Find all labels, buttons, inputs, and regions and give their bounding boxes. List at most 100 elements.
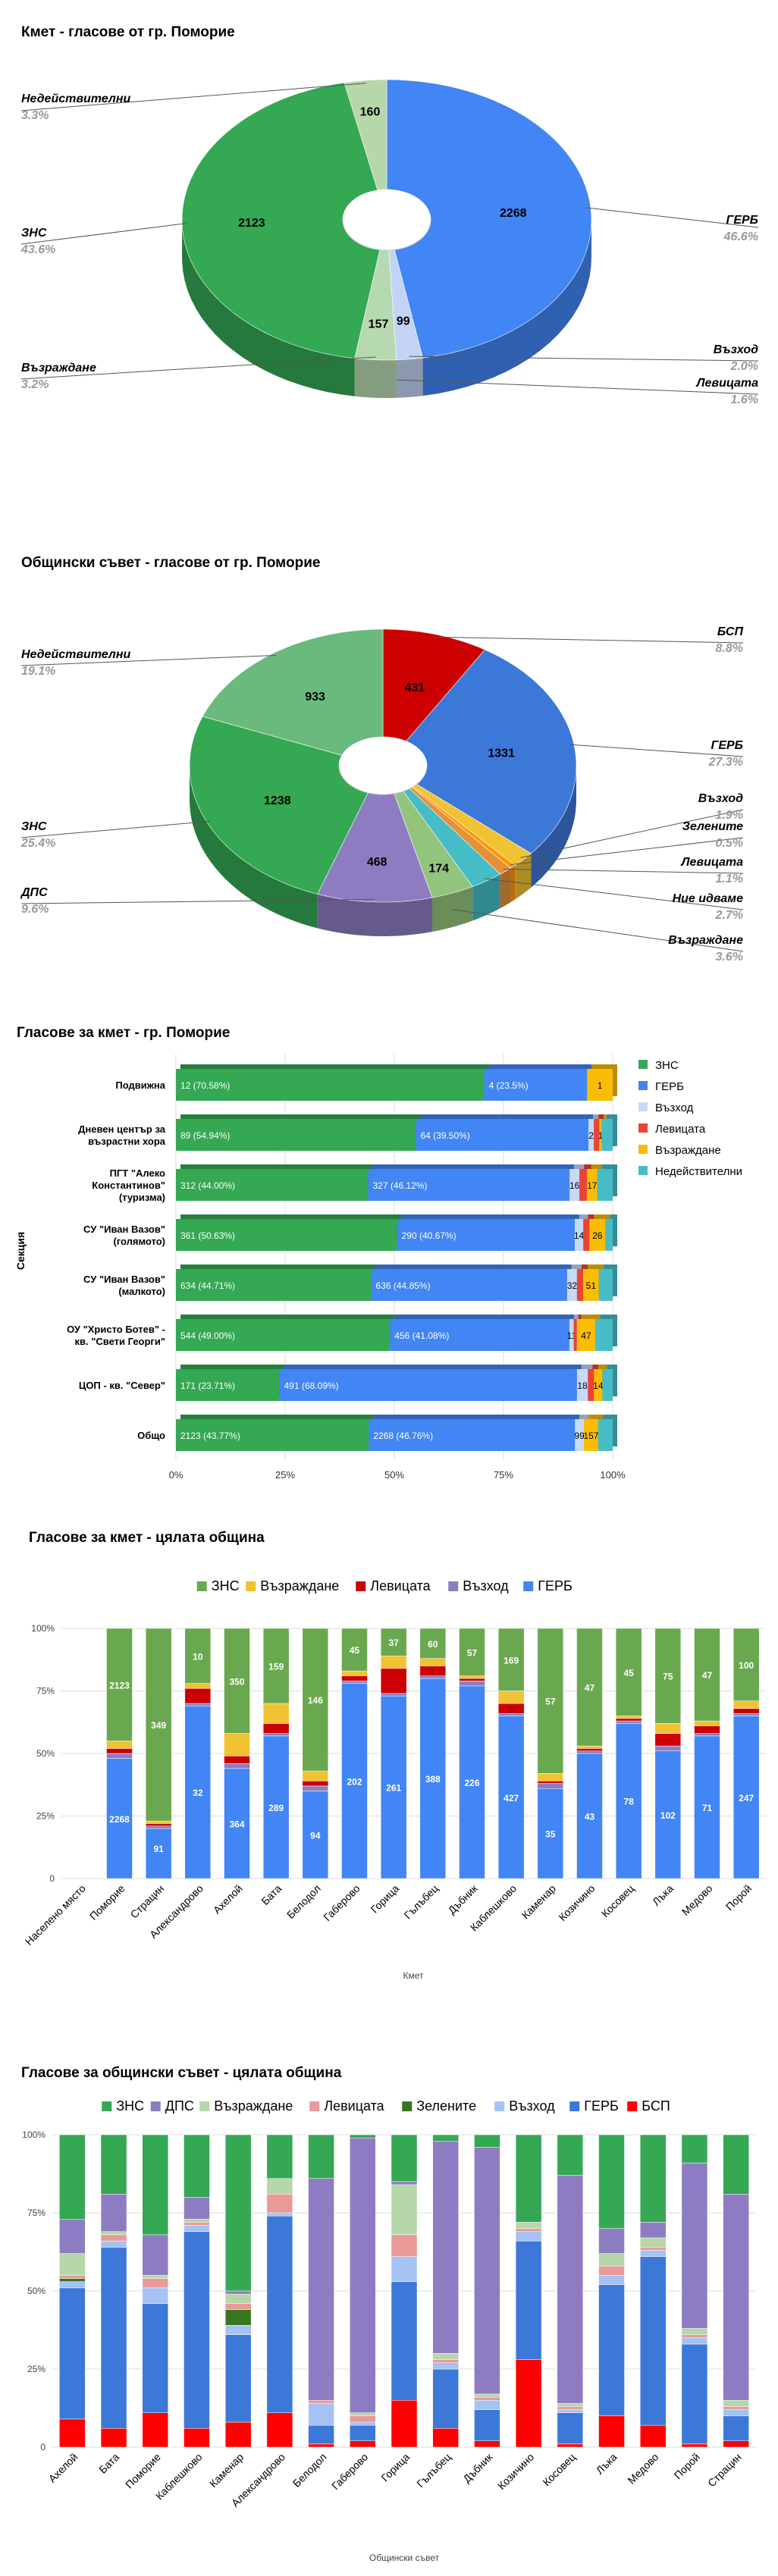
- pie-value-label-недействителни: 160: [360, 105, 381, 118]
- data-label: 350: [229, 1676, 244, 1687]
- pie-callout-name-възход: Възход: [698, 792, 743, 805]
- bar-segment-герб: [308, 2424, 334, 2445]
- category-label: Бата: [96, 2451, 121, 2476]
- pie-callout-percent-ние-идваме: 2.7%: [715, 909, 743, 922]
- bar-segment-възраждане: [391, 2184, 418, 2236]
- bar-segment-възход: [615, 1720, 642, 1724]
- bar-segment-левицата: [380, 1668, 407, 1694]
- legend-label-възход: Възход: [509, 2098, 555, 2114]
- pie-callout-line-герб: [586, 207, 759, 228]
- category-label: Подвижна: [115, 1080, 165, 1091]
- pie-callout-name-ние-идваме: Ние идваме: [673, 892, 744, 905]
- bar-segment-дпс: [432, 2140, 459, 2354]
- pie-callout-line-левицата: [503, 868, 744, 874]
- bar-segment-левицата: [350, 2415, 376, 2423]
- bar-segment-възход: [224, 2325, 252, 2335]
- bar-segment-възход: [224, 1763, 250, 1769]
- bar-segment-левицата: [639, 2247, 667, 2251]
- data-label: 60: [428, 1639, 438, 1650]
- bar-segment-бсп: [515, 2359, 542, 2448]
- category-label: Габерово: [329, 2451, 371, 2493]
- legend-label-левицата: Левицата: [324, 2098, 384, 2114]
- legend: ЗНС ДПС Възраждане Левицата Зелените Възход ГЕ…: [102, 2098, 670, 2114]
- bar-segment-възраждане: [224, 2293, 252, 2304]
- bar-segment-възраждане: [589, 1219, 606, 1251]
- pie-callout-line-герб: [569, 744, 744, 757]
- bar-segment-левицата: [733, 1708, 760, 1714]
- bar-segment-бсп: [432, 2428, 459, 2448]
- category-column: Гълъбец: [414, 2134, 459, 2490]
- category-label: Козичино: [556, 1882, 597, 1923]
- pie-side-walls: [182, 218, 591, 398]
- legend-swatch-знс: [638, 1060, 648, 1069]
- bar-segment-възраждане: [224, 1733, 250, 1757]
- bar-segment-възраждане: [184, 1683, 212, 1689]
- pie-callout-percent-зелените: 0.5%: [716, 837, 743, 850]
- pie-callout-name-възраждане: Възраждане: [668, 934, 743, 947]
- bar-segment-герб: [654, 1750, 682, 1879]
- bar-segment-възход: [59, 2281, 86, 2289]
- bar-segment-възраждане: [594, 1369, 603, 1401]
- bar-segment-възраждане: [584, 1419, 598, 1451]
- pie-value-label-възход: 99: [397, 315, 410, 327]
- bar-segment-левицата: [654, 1733, 682, 1747]
- category-label: ОУ "Христо Ботев" -: [67, 1324, 165, 1335]
- bar-segment-герб: [432, 2368, 459, 2429]
- bar-segment-възраждане: [432, 2353, 459, 2360]
- category-label: СУ "Иван Вазов": [83, 1224, 165, 1235]
- y-tick-label: 50%: [36, 1748, 55, 1759]
- bar-segment-зелените: [59, 2278, 86, 2282]
- data-label: 14: [593, 1380, 604, 1391]
- pie-callout-line-ние-идваме: [485, 878, 744, 910]
- data-label: 491 (68.09%): [284, 1380, 339, 1391]
- bar-segment-възход: [588, 1119, 594, 1151]
- data-label: 169: [504, 1655, 519, 1666]
- legend-label-възраждане: Възраждане: [214, 2098, 293, 2114]
- bar-segment-герб: [391, 2281, 418, 2401]
- legend-label-левицата: Левицата: [370, 1578, 431, 1594]
- legend: ЗНС ГЕРБ Възход Левицата Възраждане Недействи…: [638, 1059, 742, 1178]
- council-municipality-stacked-bar-chart: Гласове за общински съвет - цялата общин…: [21, 2065, 757, 2563]
- bar-segment-знс: [694, 1628, 720, 1722]
- bar-segment-знс: [723, 2134, 749, 2195]
- category-column: Косовец: [540, 2134, 584, 2488]
- bar-segment-герб: [639, 2256, 667, 2426]
- bar-segment-знс: [302, 1628, 329, 1772]
- pie-callout-name-възраждане: Възраждане: [21, 362, 96, 374]
- bar-segment-възход: [681, 2337, 708, 2345]
- bar-segment-възраждане: [419, 1658, 447, 1666]
- bar-segment-бсп: [308, 2443, 334, 2448]
- pie-slice-недействителни: [202, 628, 384, 756]
- bar-segment-възраждане: [380, 1656, 407, 1669]
- category-column: Каменар: [207, 2134, 252, 2490]
- bar-segment-знс: [145, 1628, 172, 1822]
- bar-segment-левицата: [557, 2406, 584, 2410]
- category-label: Горица: [378, 2451, 412, 2484]
- category-label: Лъка: [650, 1882, 676, 1908]
- x-tick-label: 75%: [494, 1469, 513, 1481]
- bar-segment-знс: [59, 2134, 86, 2220]
- legend-label-левицата: Левицата: [655, 1123, 706, 1136]
- bar-segment-бсп: [59, 2418, 86, 2448]
- data-label: 634 (44.71%): [180, 1280, 235, 1291]
- legend-label-бсп: БСП: [642, 2098, 670, 2114]
- bar-segment-възраждане: [497, 1691, 525, 1704]
- bar-segment-възраждане: [100, 2231, 127, 2236]
- data-label: 456 (41.08%): [394, 1330, 449, 1341]
- pie-callout-percent-знс: 43.6%: [20, 243, 55, 256]
- category-label: Каменар: [519, 1882, 559, 1922]
- data-label: 57: [467, 1647, 478, 1658]
- bar-segment-възраждане: [262, 1703, 290, 1724]
- bar-segment-левицата: [224, 2303, 252, 2310]
- bar-segment-възраждане: [184, 2218, 210, 2223]
- legend-swatch-бсп: [627, 2101, 638, 2111]
- council-pomorie-pie-panel: Общински съвет - гласове от гр. Поморие …: [0, 546, 778, 1001]
- bar-segment-герб: [497, 1716, 525, 1879]
- legend-label-недействителни: Недействителни: [655, 1165, 742, 1178]
- bar-segment-знс: [106, 1628, 133, 1741]
- pie-callout-line-бсп: [434, 636, 744, 644]
- legend-label-знс: ЗНС: [655, 1059, 679, 1072]
- bar-segment-левицата: [579, 1169, 587, 1201]
- data-label: 37: [388, 1637, 399, 1648]
